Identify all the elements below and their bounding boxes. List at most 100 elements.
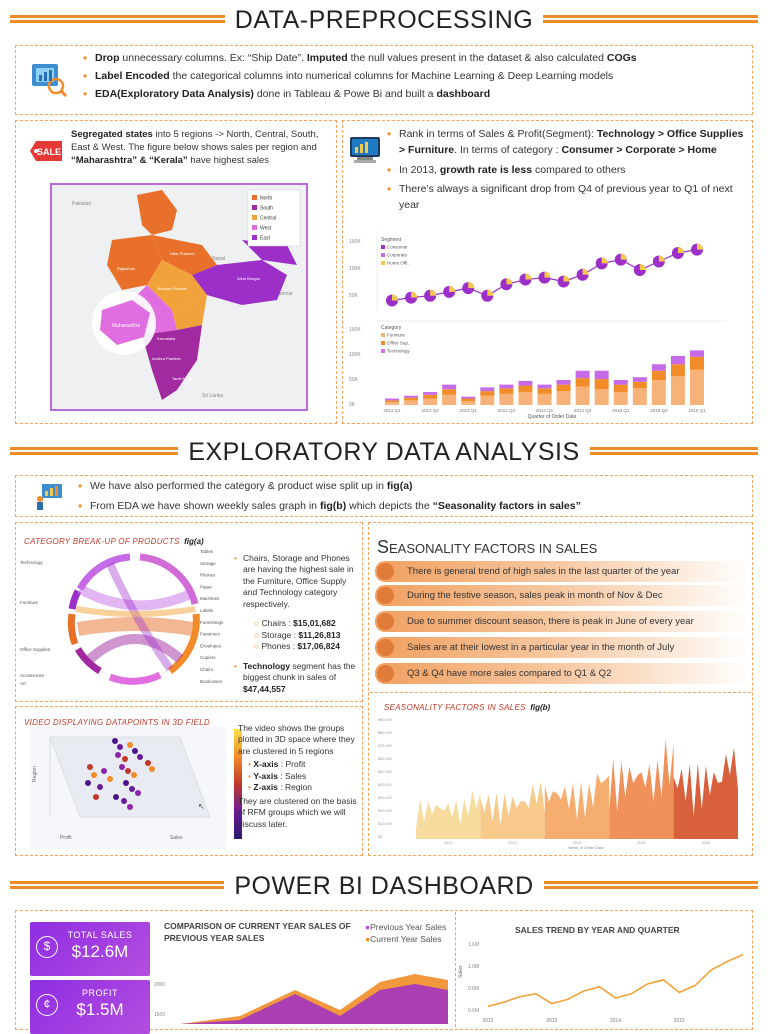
category-bar-segment[interactable] xyxy=(632,388,647,405)
scatter-point[interactable] xyxy=(122,756,128,762)
category-bar-segment[interactable] xyxy=(385,402,399,405)
scatter-point[interactable] xyxy=(137,754,143,760)
seasonality-area-chart[interactable]: $90,000 $80,000 $70,000 $60,000 $50,000 $40,0… xyxy=(376,711,746,851)
category-bar-segment[interactable] xyxy=(594,370,609,380)
category-bar-segment[interactable] xyxy=(518,385,533,393)
category-bar-segment[interactable] xyxy=(499,393,514,405)
scatter-point[interactable] xyxy=(101,768,107,774)
category-bar-segment[interactable] xyxy=(594,379,609,390)
kpi-profit[interactable]: ¢ PROFIT $1.5M xyxy=(30,980,150,1034)
region-central-south[interactable] xyxy=(172,295,207,330)
category-bar-segment[interactable] xyxy=(651,370,666,380)
scatter-point[interactable] xyxy=(91,772,97,778)
scatter-point[interactable] xyxy=(123,780,129,786)
category-bar-segment[interactable] xyxy=(480,395,495,405)
category-bar-segment[interactable] xyxy=(670,376,685,405)
category-bar-segment[interactable] xyxy=(556,391,571,405)
scatter-point[interactable] xyxy=(115,752,121,758)
category-bar-segment[interactable] xyxy=(423,398,438,405)
scatter-point[interactable] xyxy=(107,776,113,782)
category-bar-segment[interactable] xyxy=(613,384,628,393)
scatter-point[interactable] xyxy=(125,768,131,774)
category-bar-segment[interactable] xyxy=(461,401,476,405)
scatter-point[interactable] xyxy=(121,798,127,804)
seasonality-year-area[interactable] xyxy=(673,747,738,839)
category-bar-segment[interactable] xyxy=(632,381,647,389)
trend-line[interactable] xyxy=(487,953,744,1008)
category-bar-segment[interactable] xyxy=(613,379,628,385)
category-bar-segment[interactable] xyxy=(690,356,704,370)
scatter-point[interactable] xyxy=(149,766,155,772)
scatter-point[interactable] xyxy=(117,744,123,750)
maharashtra-highlight[interactable] xyxy=(100,300,150,345)
region-north-west[interactable] xyxy=(107,235,162,290)
category-bar-segment[interactable] xyxy=(556,384,571,392)
category-bar-segment[interactable] xyxy=(404,400,419,405)
scatter-point[interactable] xyxy=(113,794,119,800)
scatter-point[interactable] xyxy=(145,760,151,766)
category-bar-segment[interactable] xyxy=(594,389,609,405)
category-bar-segment[interactable] xyxy=(518,380,533,386)
category-bar-segment[interactable] xyxy=(537,393,552,405)
category-bar-segment[interactable] xyxy=(575,370,590,379)
category-bar-segment[interactable] xyxy=(632,377,647,382)
category-bar-segment[interactable] xyxy=(690,369,704,405)
scatter-point[interactable] xyxy=(85,780,91,786)
scatter-3d-video[interactable]: Region Profit Sales ↖ xyxy=(30,727,242,849)
seasonality-year-area[interactable] xyxy=(480,781,545,839)
category-bar-segment[interactable] xyxy=(690,350,704,357)
sales-trend-chart[interactable]: Sales 1.6M 1.0M 0.8M 0.6M 2012 2013 2014 2015 xyxy=(458,938,750,1024)
kpi-total-sales[interactable]: $ TOTAL SALES $12.6M xyxy=(30,922,150,976)
segment-pie-slice xyxy=(639,264,646,271)
category-bar-segment[interactable] xyxy=(670,355,685,365)
scatter-point[interactable] xyxy=(127,742,133,748)
chord-diagram[interactable]: Technology Furniture Office Supplies Access… xyxy=(20,549,240,699)
category-bar-segment[interactable] xyxy=(499,388,514,394)
region-central[interactable] xyxy=(147,260,207,310)
category-bar-segment[interactable] xyxy=(461,398,476,402)
seasonality-year-area[interactable] xyxy=(544,773,610,839)
category-bar-segment[interactable] xyxy=(404,397,419,401)
region-south[interactable] xyxy=(142,325,202,400)
category-bar-segment[interactable] xyxy=(480,391,495,396)
region-east[interactable] xyxy=(192,260,287,305)
comparison-area-chart[interactable]: 2000 1500 xyxy=(150,960,450,1024)
seasonality-year-area[interactable] xyxy=(416,789,481,839)
category-bar-segment[interactable] xyxy=(442,384,457,390)
scatter-point[interactable] xyxy=(131,772,137,778)
category-bar-segment[interactable] xyxy=(670,364,685,377)
scatter-point[interactable] xyxy=(119,764,125,770)
category-bar-segment[interactable] xyxy=(556,379,571,385)
scatter-point[interactable] xyxy=(127,804,133,810)
category-bar-segment[interactable] xyxy=(385,398,399,401)
scatter-point[interactable] xyxy=(93,794,99,800)
segment-category-chart[interactable]: 150K 100K 50K Segment Consumer Corporate Hom… xyxy=(347,231,747,421)
scatter-point[interactable] xyxy=(112,738,118,744)
scatter-point[interactable] xyxy=(135,790,141,796)
scatter-point[interactable] xyxy=(87,764,93,770)
category-bar-segment[interactable] xyxy=(575,378,590,387)
category-bar-segment[interactable] xyxy=(537,388,552,394)
scatter-point[interactable] xyxy=(129,786,135,792)
category-bar-segment[interactable] xyxy=(423,394,438,399)
seasonality-year-area[interactable] xyxy=(609,739,674,839)
category-bar-segment[interactable] xyxy=(480,387,495,392)
category-bar-segment[interactable] xyxy=(385,400,399,403)
category-bar-segment[interactable] xyxy=(537,384,552,389)
category-bar-segment[interactable] xyxy=(461,396,476,399)
category-bar-segment[interactable] xyxy=(651,364,666,371)
category-bar-segment[interactable] xyxy=(499,384,514,389)
scatter-point[interactable] xyxy=(97,784,103,790)
category-bar-segment[interactable] xyxy=(575,386,590,405)
scatter-point[interactable] xyxy=(132,748,138,754)
category-bar-segment[interactable] xyxy=(518,392,533,405)
category-bar-segment[interactable] xyxy=(651,379,666,405)
region-north[interactable] xyxy=(137,190,177,235)
category-bar-segment[interactable] xyxy=(442,389,457,395)
india-sales-map[interactable]: Pakistan Nepal Myanmar Sri Lanka Maharas… xyxy=(50,183,308,411)
category-bar-segment[interactable] xyxy=(423,392,438,395)
region-uttar[interactable] xyxy=(152,235,217,275)
category-bar-segment[interactable] xyxy=(404,395,419,398)
category-bar-segment[interactable] xyxy=(442,394,457,405)
category-bar-segment[interactable] xyxy=(613,392,628,405)
